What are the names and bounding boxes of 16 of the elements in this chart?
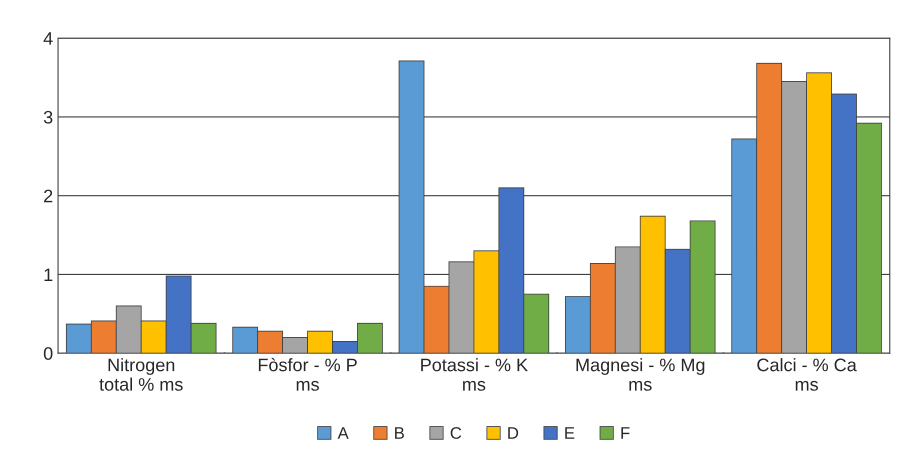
y-tick-label: 2 — [44, 190, 52, 202]
legend-label: C — [450, 427, 462, 439]
legend-label: B — [395, 427, 404, 439]
x-tick-label: Magnesi - % Mg ms — [576, 358, 704, 391]
legend-label: E — [565, 427, 574, 439]
x-tick-label: Nitrogen total % ms — [99, 358, 183, 391]
legend-label: A — [338, 427, 349, 439]
x-tick-label: Potassi - % K ms — [421, 358, 528, 391]
y-tick-label: 1 — [44, 268, 52, 281]
x-tick-label: Calci - % Ca ms — [757, 358, 857, 391]
legend-label: D — [508, 427, 518, 439]
x-tick-label: Fòsfor - % P ms — [258, 358, 357, 391]
y-tick-label: 3 — [44, 110, 52, 124]
y-tick-label: 0 — [44, 347, 52, 360]
y-tick-label: 4 — [44, 32, 53, 45]
legend-label: F — [621, 427, 630, 439]
